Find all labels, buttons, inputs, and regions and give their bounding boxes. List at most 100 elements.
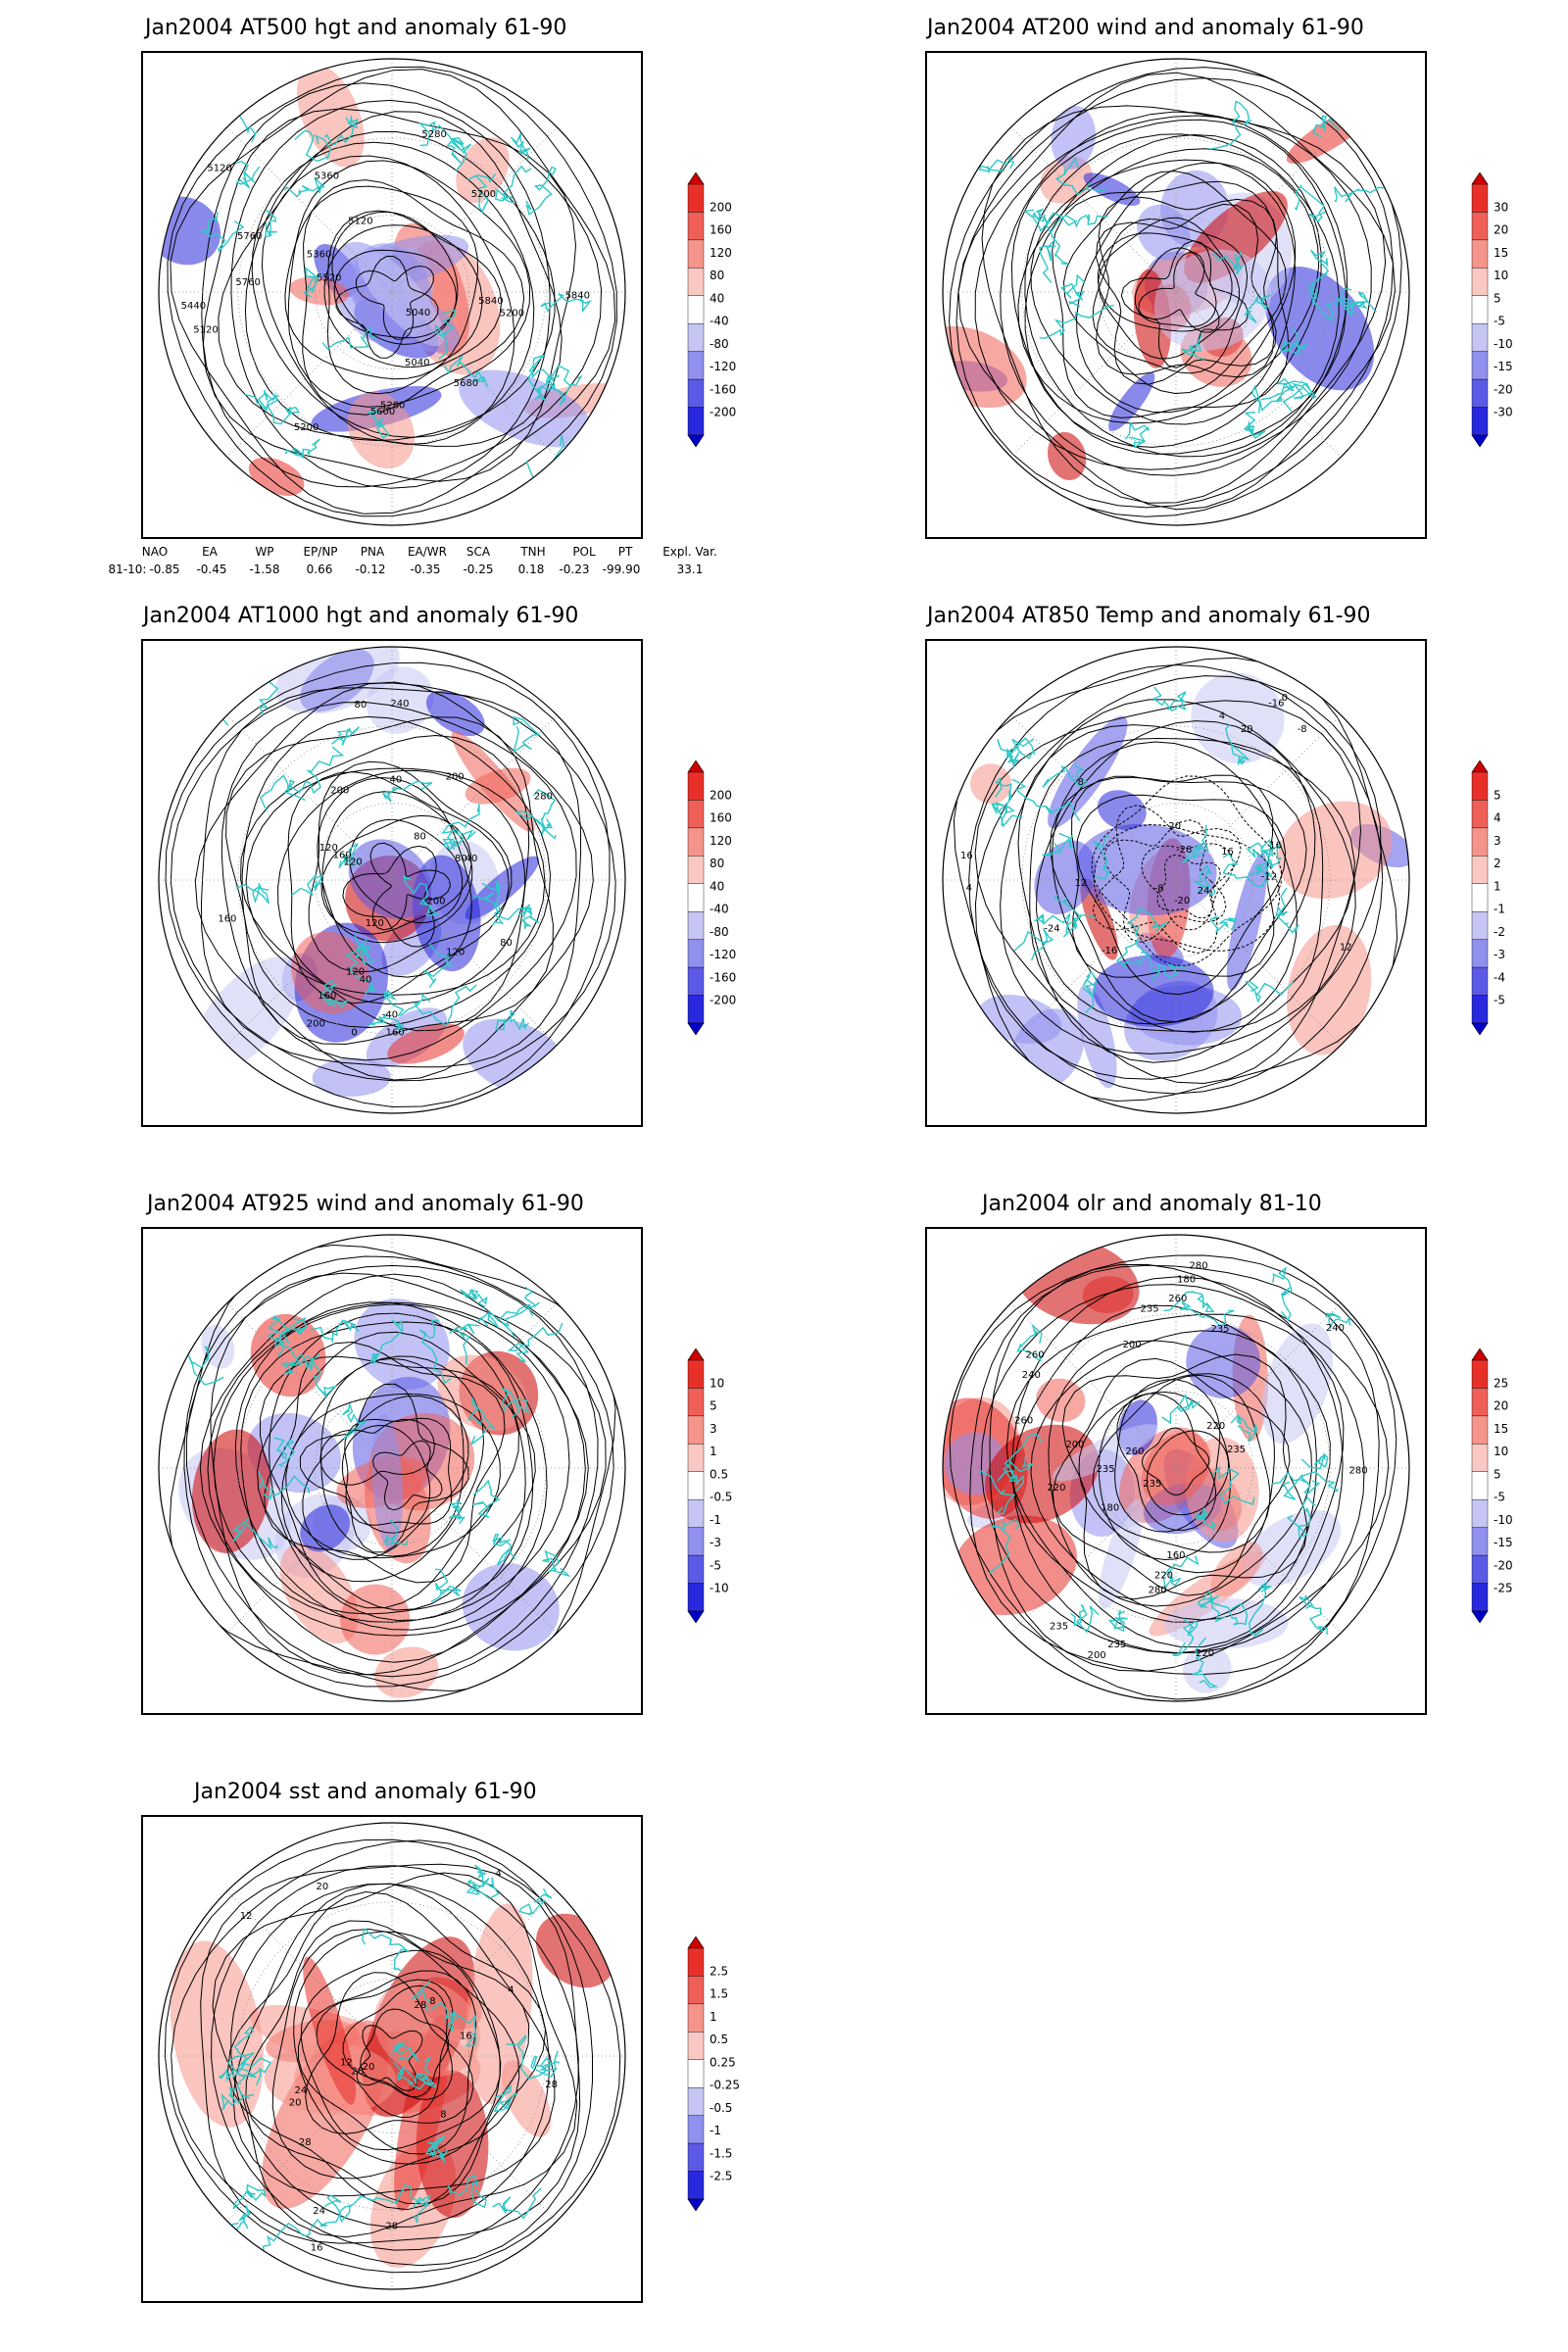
coastline (310, 1319, 360, 1343)
colorbar-label: 5 (1494, 788, 1501, 802)
streamline (234, 1301, 548, 1631)
meridian-line (1010, 1302, 1342, 1634)
contour-label: 160 (318, 991, 336, 1002)
contour-label: 200 (1065, 1440, 1084, 1450)
negative-anomaly-patch (1183, 1644, 1232, 1693)
coastline (1054, 894, 1096, 930)
colorbar-svg: 2.5 1.5 1 0.5 0.25 -0.25 -0.5 -1 -1.5 -2.5 (687, 1936, 740, 2212)
map-content: 5840 5760 5200 5280 5360 5200 5040 5120 5040 5120… (159, 59, 625, 525)
colorbar-swatch (687, 183, 705, 213)
coastline (1055, 156, 1105, 196)
coastline (266, 393, 300, 425)
colorbar-swatch (687, 856, 705, 884)
index-header: POL (572, 545, 596, 559)
colorbar-label: -4 (1494, 970, 1505, 984)
latitude-circle (1021, 137, 1331, 447)
contour-line (355, 265, 434, 340)
colorbar-label: -20 (1494, 1558, 1513, 1572)
colorbar-top-arrow (1471, 760, 1489, 773)
streamline (185, 1264, 599, 1678)
contour-line (949, 1254, 1397, 1700)
contour-label: 12 (1340, 942, 1352, 953)
coastline (244, 389, 279, 413)
index-value: -1.58 (249, 563, 280, 576)
contour-label: 5040 (405, 358, 429, 368)
coastline (443, 355, 489, 387)
streamline (1138, 252, 1220, 333)
contour-line (349, 818, 464, 924)
colorbar-olr: 25 20 15 10 5 -5 -10 -15 -20 -25 (1464, 1348, 1543, 1624)
positive-anomaly-patch (1036, 1378, 1086, 1423)
contour-label: 200 (1123, 1340, 1142, 1350)
coastline (1286, 1495, 1317, 1539)
streamline (1096, 196, 1278, 378)
streamline (269, 1312, 526, 1622)
contour-line (1078, 1373, 1275, 1574)
coastline (1211, 1465, 1255, 1506)
meridian-line (226, 1302, 558, 1634)
coastline (1247, 839, 1274, 859)
contour-label: 28 (545, 2080, 558, 2090)
colorbar-svg: 200 160 120 80 40 -40 -80 -120 -160 -200 (687, 760, 736, 1036)
colorbar-swatch (1471, 1583, 1489, 1612)
colorbar-label: 200 (710, 788, 732, 802)
colorbar-swatch (1471, 1415, 1489, 1445)
contour-label: 80 (414, 831, 426, 842)
coastline (1070, 1603, 1100, 1634)
coastline (532, 789, 557, 835)
positive-anomaly-patch (1286, 105, 1374, 165)
contour-line (293, 1931, 501, 2165)
coastline (1212, 251, 1245, 275)
colorbar-label: 1.5 (710, 1987, 728, 2001)
negative-anomaly-patch (1137, 204, 1191, 261)
coastline (1152, 686, 1187, 712)
contour-line (1050, 776, 1307, 1023)
panel-title-at500: Jan2004 AT500 hgt and anomaly 61-90 (145, 16, 567, 40)
colorbar-label: -2.5 (710, 2170, 732, 2183)
colorbar-label: 10 (1494, 269, 1508, 282)
contour-line (1035, 720, 1316, 1025)
contour-line (230, 1883, 550, 2229)
contour-line (226, 1890, 547, 2211)
coastline (1179, 1300, 1235, 1327)
colorbar-label: 20 (1494, 223, 1508, 237)
colorbar-swatch (687, 883, 705, 912)
colorbar-label: 160 (710, 811, 732, 825)
coastline (310, 2194, 342, 2230)
streamline (956, 77, 1394, 509)
streamline (1095, 203, 1277, 385)
coastline (1162, 1555, 1200, 1590)
contour-line (1048, 1340, 1312, 1607)
contour-label: 180 (1101, 1502, 1119, 1513)
colorbar-swatch (687, 1415, 705, 1445)
contour-label: 240 (1326, 1323, 1345, 1334)
contour-label: 40 (389, 774, 402, 785)
coastline (381, 780, 433, 803)
contour-label: 12 (240, 1911, 253, 1922)
contour-label: 5040 (406, 308, 430, 318)
contour-label: 4 (966, 883, 972, 894)
index-value: -0.23 (559, 563, 590, 576)
colorbar-swatch (1471, 800, 1489, 829)
coastline (994, 777, 1023, 828)
coastline (980, 116, 1016, 144)
colorbar-label: -30 (1494, 406, 1513, 419)
contour-label: 280 (1348, 1465, 1367, 1476)
coastline (284, 1316, 308, 1336)
contour-line (170, 682, 616, 1082)
colorbar-sst: 2.5 1.5 1 0.5 0.25 -0.25 -0.5 -1 -1.5 -2.5 (680, 1936, 759, 2212)
colorbar-label: 20 (1494, 1399, 1508, 1413)
coastline (1272, 1266, 1293, 1322)
contour-label: 200 (1088, 1650, 1106, 1661)
coastline (411, 1980, 457, 2022)
colorbar-swatch (1471, 995, 1489, 1024)
streamline (1052, 180, 1290, 418)
colorbar-label: -80 (710, 337, 729, 351)
positive-anomaly-patch (291, 931, 369, 1014)
meridian-line (226, 126, 558, 458)
coastline (323, 116, 360, 146)
contour-label: 4 (1219, 710, 1225, 721)
contour-label: -40 (382, 1010, 398, 1021)
colorbar-swatch (1471, 883, 1489, 912)
colorbar-label: 3 (1494, 834, 1501, 848)
